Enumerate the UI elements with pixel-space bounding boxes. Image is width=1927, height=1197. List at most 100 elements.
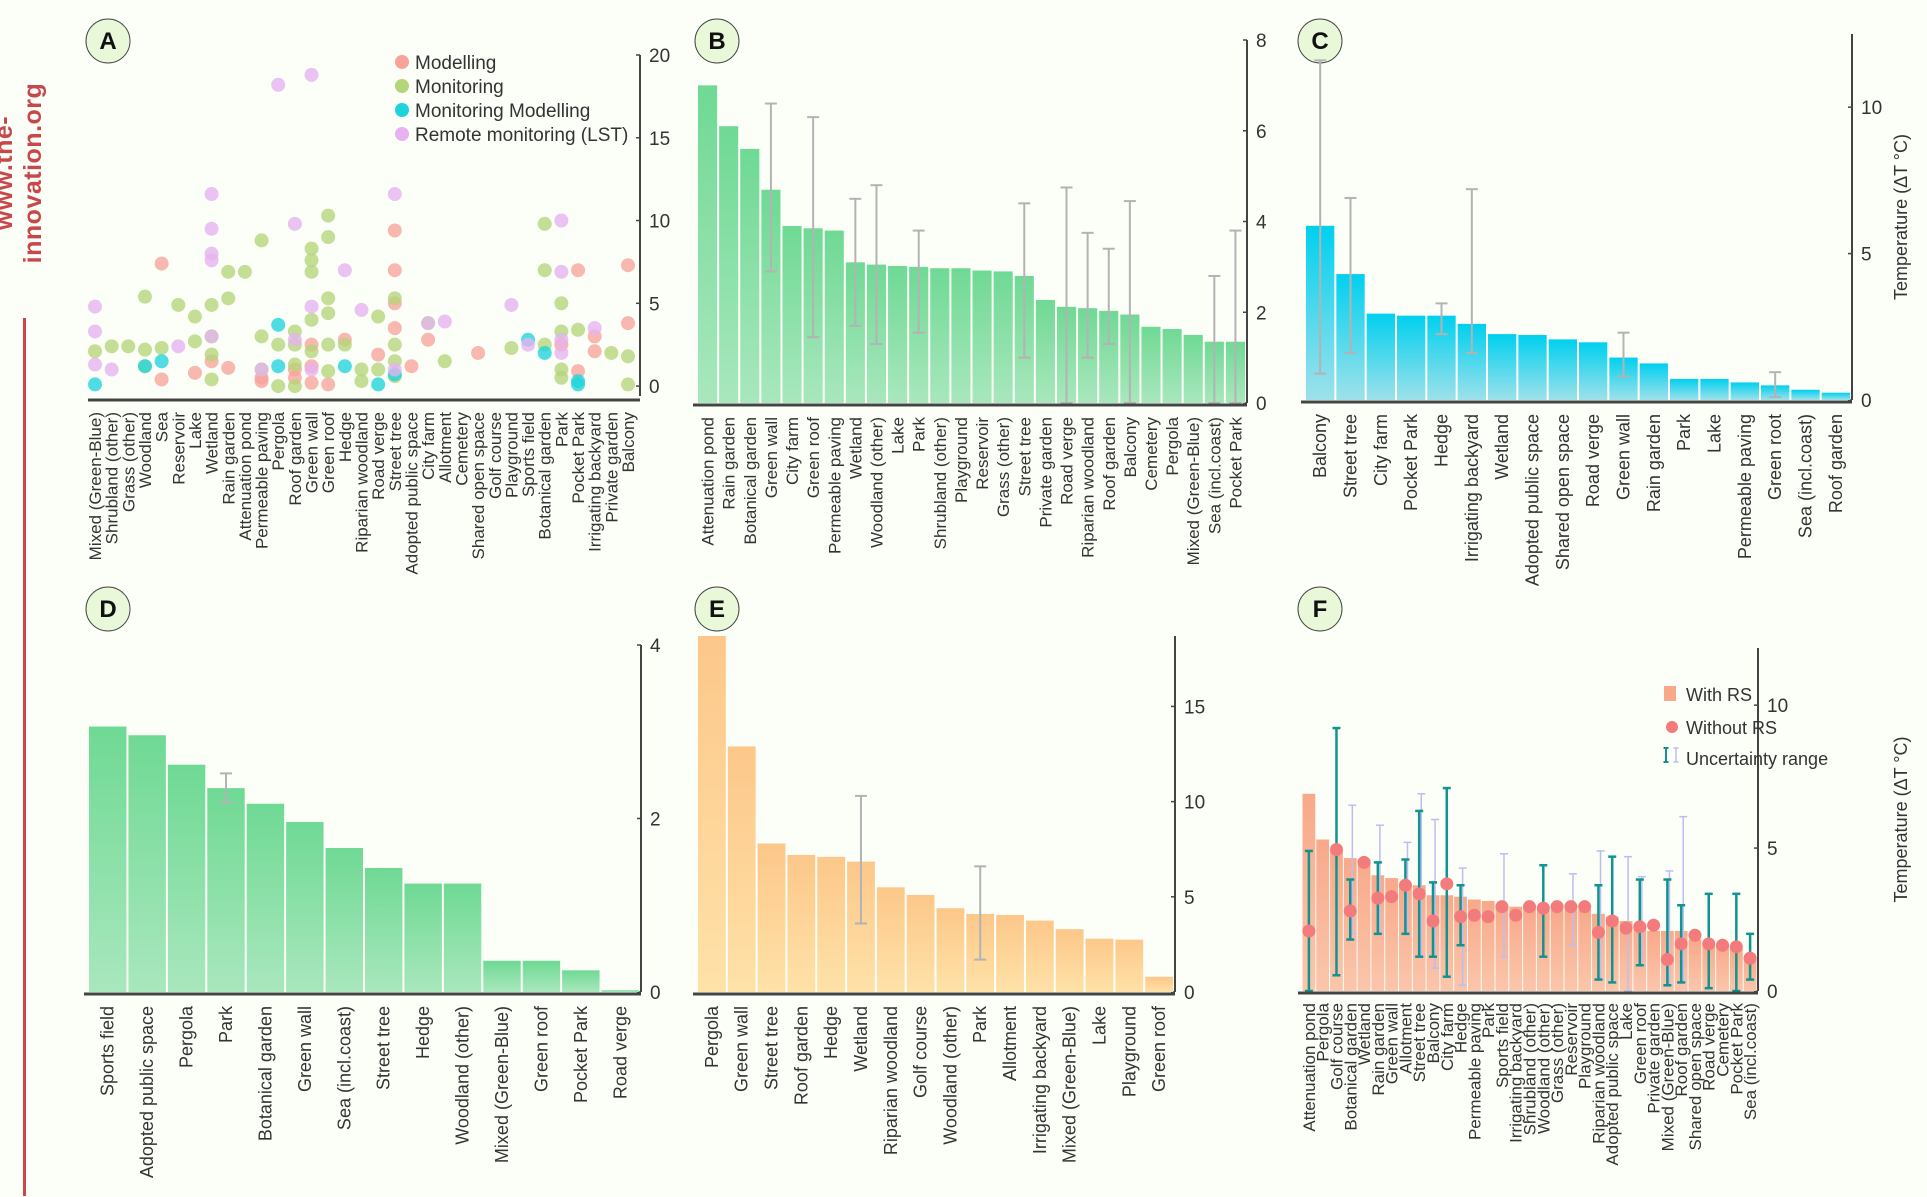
bar-road-verge xyxy=(1579,342,1608,400)
point-remote-monitoring-lst xyxy=(521,337,536,352)
legend-label-without-rs: Without RS xyxy=(1686,718,1777,738)
bar-mixed-green-blue xyxy=(1183,334,1203,403)
point-monitoring-modelling xyxy=(537,345,552,360)
point-monitoring xyxy=(304,241,319,256)
point-monitoring xyxy=(187,309,202,324)
x-tick-label-woodland-other: Woodland (other) xyxy=(940,1006,960,1145)
point-remote-monitoring-lst xyxy=(304,362,319,377)
x-tick-label-botanical-garden: Botanical garden xyxy=(1341,1003,1360,1131)
bar-mixed-green-blue xyxy=(483,960,521,992)
bar-wetland xyxy=(845,262,865,403)
bar-with-rs-reservoir xyxy=(1564,909,1578,991)
x-tick-label-botanical-garden: Botanical garden xyxy=(255,1006,275,1141)
bar-permeable-paving xyxy=(1730,382,1759,400)
point-remote-monitoring-lst xyxy=(354,302,369,317)
point-monitoring xyxy=(387,291,402,306)
point-without-rs-sports-field xyxy=(1495,900,1509,914)
x-tick-label-wetland: Wetland xyxy=(1492,414,1512,480)
point-monitoring xyxy=(254,329,269,344)
point-remote-monitoring-lst xyxy=(271,77,286,92)
point-without-rs-mixed-green-blue xyxy=(1660,953,1674,967)
bar-green-wall xyxy=(286,821,324,992)
point-monitoring xyxy=(271,337,286,352)
bar-shrubland-other xyxy=(930,268,950,403)
x-tick-label-balcony: Balcony xyxy=(1424,1003,1443,1064)
x-tick-label-permeable-paving: Permeable paving xyxy=(1465,1003,1484,1140)
x-tick-label-sports-field: Sports field xyxy=(1493,1003,1512,1088)
legend-label-uncertainty-range: Uncertainty range xyxy=(1686,749,1828,769)
point-monitoring xyxy=(204,372,219,387)
x-tick-label-park: Park xyxy=(216,1005,236,1043)
bar-with-rs-green-wall xyxy=(1385,878,1399,991)
x-tick-label-balcony: Balcony xyxy=(1121,417,1140,478)
y-tick-label: 0 xyxy=(1256,394,1267,415)
point-monitoring xyxy=(604,345,619,360)
x-tick-label-lake: Lake xyxy=(186,412,205,449)
x-tick-label-permeable-paving: Permeable paving xyxy=(1735,414,1755,559)
point-without-rs-playground xyxy=(1578,900,1592,914)
point-monitoring xyxy=(304,344,319,359)
y-tick-label: 10 xyxy=(1184,793,1205,814)
point-monitoring xyxy=(371,309,386,324)
x-tick-label-woodland-other: Woodland (other) xyxy=(867,417,886,548)
point-modelling xyxy=(587,344,602,359)
point-without-rs-cemetery xyxy=(1716,938,1730,952)
x-tick-label-hedge: Hedge xyxy=(1452,1003,1471,1053)
bar-botanical-garden xyxy=(740,148,760,403)
x-tick-label-wetland: Wetland xyxy=(846,417,865,479)
point-modelling xyxy=(154,372,169,387)
x-tick-label-pocket-park: Pocket Park xyxy=(1226,417,1245,509)
point-remote-monitoring-lst xyxy=(204,187,219,202)
x-tick-label-irrigating-backyard: Irrigating backyard xyxy=(1507,1003,1526,1143)
point-monitoring xyxy=(304,253,319,268)
x-tick-label-wetland: Wetland xyxy=(851,1006,871,1072)
point-without-rs-botanical-garden xyxy=(1343,904,1357,918)
point-remote-monitoring-lst xyxy=(171,339,186,354)
x-tick-label-adopted-public-space: Adopted public space xyxy=(402,412,421,575)
point-remote-monitoring-lst xyxy=(504,297,519,312)
point-remote-monitoring-lst xyxy=(204,329,219,344)
point-monitoring xyxy=(121,339,136,354)
point-modelling xyxy=(371,347,386,362)
bar-golf-course xyxy=(906,894,935,992)
x-tick-label-playground: Playground xyxy=(502,412,521,498)
legend-marker-remote-monitoring-lst xyxy=(395,127,409,141)
bar-botanical-garden xyxy=(246,803,285,992)
x-tick-label-park: Park xyxy=(910,417,929,452)
x-tick-label-hedge: Hedge xyxy=(821,1006,841,1059)
bar-street-tree xyxy=(757,843,786,992)
point-without-rs-city-farm xyxy=(1440,877,1454,891)
panel-letter: D xyxy=(99,596,116,623)
point-remote-monitoring-lst xyxy=(554,345,569,360)
bar-shared-open-space xyxy=(1548,339,1577,400)
bar-woodland-other xyxy=(443,883,482,992)
bar-reservoir xyxy=(972,270,992,403)
x-tick-label-riparian-woodland: Riparian woodland xyxy=(1079,417,1098,558)
point-monitoring xyxy=(304,312,319,327)
point-without-rs-lake xyxy=(1619,921,1633,935)
x-tick-label-pocket-park: Pocket Park xyxy=(1401,413,1421,511)
bar-green-roof xyxy=(1145,976,1173,992)
point-monitoring xyxy=(287,379,302,394)
panel-letter: B xyxy=(708,28,725,55)
bar-with-rs-allotment xyxy=(1399,885,1412,991)
point-monitoring-modelling xyxy=(337,359,352,374)
bar-pocket-park xyxy=(1397,315,1426,400)
panel-letter: F xyxy=(1313,596,1328,623)
bar-hedge xyxy=(817,856,846,992)
point-without-rs-roof-garden xyxy=(1674,937,1688,951)
x-tick-label-green-roof: Green roof xyxy=(319,412,338,494)
legend-label-remote-monitoring-lst: Remote monitoring (LST) xyxy=(415,125,628,146)
point-without-rs-wetland xyxy=(1357,855,1371,869)
point-monitoring xyxy=(504,340,519,355)
bar-street-tree xyxy=(365,867,403,992)
point-remote-monitoring-lst xyxy=(554,213,569,228)
x-tick-label-city-farm: City farm xyxy=(1438,1003,1457,1071)
x-tick-label-shrubland-other: Shrubland (other) xyxy=(103,412,122,544)
y-axis-title: Temperature (ΔT °C) xyxy=(1891,737,1911,903)
bar-lake xyxy=(1700,378,1729,400)
point-modelling xyxy=(387,263,402,278)
x-tick-label-golf-course: Golf course xyxy=(911,1006,931,1098)
point-monitoring xyxy=(354,374,369,389)
